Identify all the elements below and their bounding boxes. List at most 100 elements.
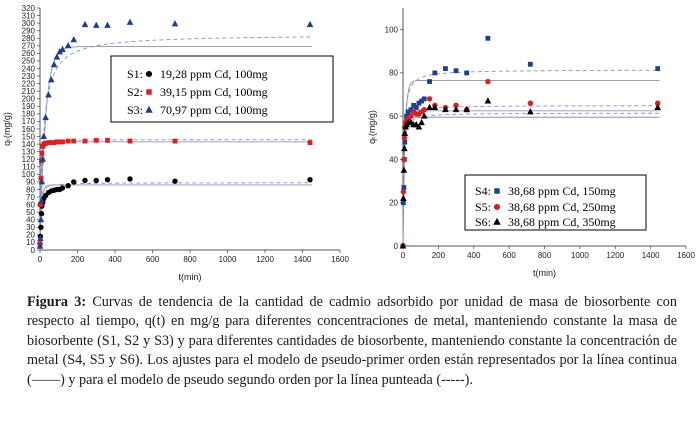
data-point bbox=[427, 79, 432, 84]
x-tick-label: 200 bbox=[432, 251, 446, 260]
y-tick-label: 80 bbox=[26, 185, 35, 194]
data-point bbox=[57, 139, 63, 145]
data-point bbox=[81, 20, 89, 28]
x-tick-label: 200 bbox=[71, 255, 85, 264]
data-point bbox=[59, 185, 66, 191]
data-point bbox=[421, 106, 427, 113]
y-tick-label: 260 bbox=[22, 49, 36, 58]
data-point bbox=[47, 76, 55, 83]
caption-label: Figura 3: bbox=[27, 294, 87, 310]
data-point bbox=[527, 100, 534, 106]
y-tick-label: 20 bbox=[389, 199, 398, 208]
data-point bbox=[421, 96, 427, 102]
y-tick-label: 50 bbox=[26, 208, 35, 217]
data-point bbox=[92, 21, 100, 28]
data-point bbox=[464, 70, 470, 76]
legend-marker bbox=[145, 105, 153, 113]
pfo-fit-line-s3 bbox=[39, 46, 312, 250]
data-point bbox=[400, 189, 407, 195]
x-tick-label: 600 bbox=[146, 255, 160, 264]
x-tick-label: 0 bbox=[401, 251, 406, 260]
pso-fit-line-s2 bbox=[39, 139, 312, 250]
y-tick-label: 40 bbox=[26, 216, 35, 225]
data-point bbox=[38, 224, 44, 231]
data-point bbox=[418, 118, 425, 126]
data-point bbox=[401, 135, 408, 141]
data-point bbox=[401, 156, 407, 163]
data-point bbox=[38, 178, 46, 185]
x-tick-label: 1200 bbox=[256, 255, 274, 264]
legend-box bbox=[464, 174, 647, 231]
data-point bbox=[65, 183, 71, 189]
y-axis-title: qₜ(mg/g) bbox=[2, 112, 12, 146]
data-point bbox=[453, 102, 459, 109]
x-tick-label: 1600 bbox=[677, 251, 695, 260]
x-tick-label: 0 bbox=[38, 255, 43, 264]
caption-text: Curvas de tendencia de la cantidad de ca… bbox=[27, 294, 677, 388]
data-point bbox=[40, 132, 48, 140]
data-point bbox=[37, 215, 45, 223]
pso-fit-line-s1 bbox=[402, 69, 660, 246]
y-tick-label: 290 bbox=[22, 26, 36, 35]
data-point bbox=[419, 98, 424, 104]
data-point bbox=[51, 140, 57, 146]
figure-caption: Figura 3: Curvas de tendencia de la cant… bbox=[27, 293, 677, 390]
y-tick-label: 180 bbox=[22, 110, 36, 119]
y-tick-label: 200 bbox=[22, 95, 36, 104]
data-point bbox=[307, 176, 313, 183]
y-tick-label: 90 bbox=[26, 178, 35, 187]
data-point bbox=[82, 138, 88, 144]
data-point bbox=[306, 20, 314, 28]
legend: S1: 19,28 ppm Cd, 100mg S2: 39,15 ppm Cd, 1… bbox=[110, 55, 334, 123]
x-tick-label: 1000 bbox=[219, 255, 237, 264]
data-point bbox=[405, 109, 411, 115]
legend-series-name: S1: bbox=[127, 67, 143, 81]
data-point bbox=[408, 107, 414, 113]
legend-series-label: 19,28 ppm Cd, 100mg bbox=[160, 67, 268, 81]
data-point bbox=[399, 242, 407, 249]
data-point bbox=[54, 139, 60, 145]
data-point bbox=[443, 66, 448, 71]
data-point bbox=[307, 140, 313, 146]
data-point bbox=[38, 211, 45, 217]
pso-fit-line-s1 bbox=[39, 182, 312, 250]
y-tick-label: 210 bbox=[22, 87, 36, 96]
y-tick-label: 0 bbox=[31, 246, 36, 255]
data-point bbox=[104, 176, 111, 183]
y-tick-label: 270 bbox=[22, 42, 36, 51]
data-point bbox=[463, 105, 470, 113]
data-point bbox=[38, 197, 45, 204]
pfo-fit-line-s2 bbox=[39, 141, 312, 250]
data-point bbox=[408, 113, 414, 119]
figure-charts: 0102030405060708090100110120130140150160… bbox=[2, 4, 695, 282]
y-tick-label: 60 bbox=[26, 200, 35, 209]
data-point bbox=[127, 138, 133, 144]
y-axis-title: qₜ(mg/g) bbox=[367, 110, 377, 144]
series-3-points bbox=[399, 97, 661, 249]
x-axis-title: t(min) bbox=[533, 268, 556, 278]
y-tick-label: 310 bbox=[22, 11, 36, 20]
y-tick-label: 280 bbox=[22, 34, 36, 43]
data-point bbox=[453, 68, 459, 74]
y-tick-label: 130 bbox=[22, 147, 36, 156]
data-point bbox=[401, 144, 408, 152]
data-point bbox=[426, 96, 433, 102]
y-tick-label: 70 bbox=[26, 193, 35, 202]
data-point bbox=[400, 200, 406, 206]
legend-marker bbox=[146, 89, 152, 95]
data-point bbox=[37, 234, 44, 242]
x-tick-label: 600 bbox=[502, 251, 516, 260]
y-tick-label: 220 bbox=[22, 79, 36, 88]
data-point bbox=[36, 242, 44, 249]
data-point bbox=[50, 60, 58, 68]
data-point bbox=[402, 139, 408, 145]
data-point bbox=[93, 137, 99, 143]
data-point bbox=[70, 35, 78, 43]
x-tick-label: 1400 bbox=[642, 251, 660, 260]
data-point bbox=[93, 177, 99, 184]
data-point bbox=[39, 150, 45, 156]
data-point bbox=[82, 177, 88, 184]
y-tick-label: 30 bbox=[26, 223, 35, 232]
